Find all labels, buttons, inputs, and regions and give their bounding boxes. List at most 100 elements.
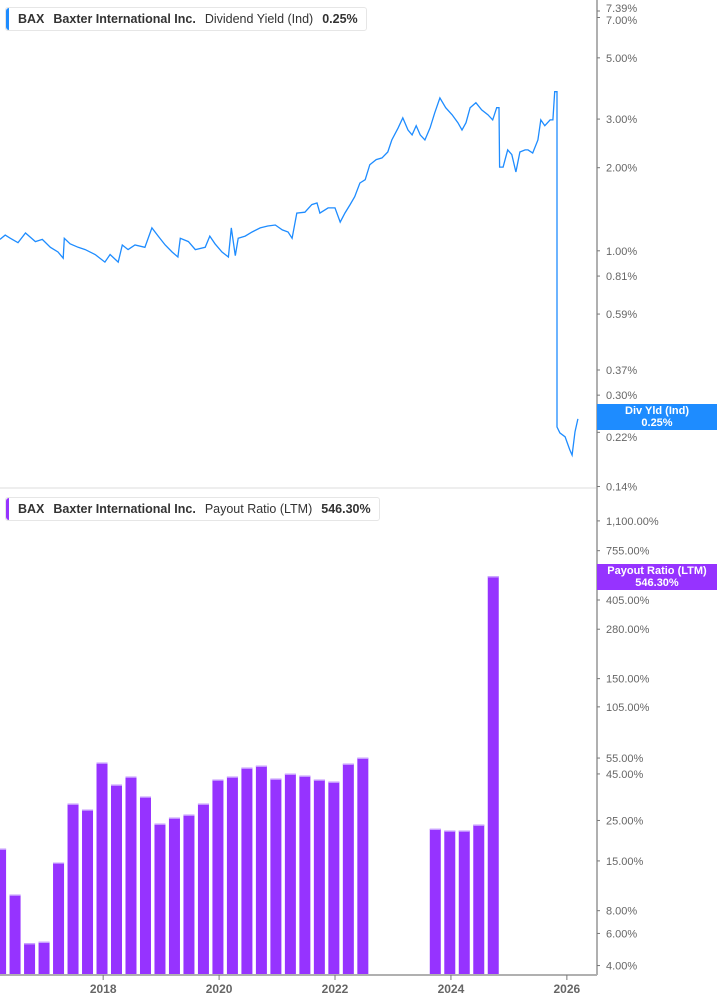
payout-bar-cap [328,781,340,783]
payout-bar [487,576,499,975]
payout-bar-cap [313,779,325,781]
y-tick-label: 6.00% [606,928,637,940]
legend-ticker: BAX [18,502,45,516]
y-tick-label: 2.00% [606,163,637,175]
y-tick-label: 45.00% [606,769,644,781]
legend-value: 0.25% [322,12,358,26]
payout-bar [96,762,108,975]
payout-bar [429,828,441,975]
y-tick-label: 0.59% [606,309,637,321]
dividend-yield-legend: BAX Baxter International Inc. Dividend Y… [5,7,367,31]
payout-bar-cap [357,757,369,759]
payout-bar-cap [82,809,94,811]
y-tick-label: 5.00% [606,53,637,65]
legend-color-bar [6,498,9,520]
legend-metric: Payout Ratio (LTM) [204,502,313,516]
payout-bar-cap [67,803,79,805]
payout-bar-cap [255,765,267,767]
payout-bar-cap [38,941,50,943]
payout-bar [473,824,485,975]
legend-value: 546.30% [321,502,371,516]
x-tick-label: 2018 [90,982,117,996]
y-tick-label: 7.39% [606,3,637,15]
payout-bar [342,763,354,975]
y-tick-label: 150.00% [606,674,650,686]
payout-bar [299,775,311,975]
payout-ratio-legend: BAX Baxter International Inc. Payout Rat… [5,497,380,521]
tag-value: 0.25% [641,417,673,429]
y-tick-label: 0.14% [606,482,637,494]
payout-bar [357,757,369,975]
payout-bar-cap [0,848,7,850]
payout-bar-cap [139,796,151,798]
dividend-yield-line [0,91,579,458]
payout-bar [313,779,325,975]
dividend-yield-current-tag: Div Yld (Ind) 0.25% [597,404,717,430]
payout-bar [226,776,238,975]
payout-bar [0,848,7,975]
tag-label: Div Yld (Ind) [625,405,689,417]
y-tick-label: 25.00% [606,815,644,827]
payout-ratio-current-tag: Payout Ratio (LTM) 546.30% [597,564,717,590]
payout-bar-cap [299,775,311,777]
payout-bar [183,814,195,975]
payout-bar [53,862,65,975]
payout-bar-cap [111,784,123,786]
payout-bar-cap [96,762,108,764]
y-tick-label: 0.37% [606,365,637,377]
payout-bar [197,803,209,975]
payout-bar [154,823,166,975]
payout-bar [255,765,267,975]
legend-company: Baxter International Inc. [53,12,196,26]
payout-bar-cap [241,767,253,769]
y-tick-label: 15.00% [606,856,644,868]
x-tick-label: 2024 [438,982,465,996]
y-tick-label: 105.00% [606,702,650,714]
payout-bar [458,830,470,975]
payout-bar-cap [154,823,166,825]
payout-bar [67,803,79,975]
y-tick-label: 3.00% [606,114,637,126]
y-tick-label: 55.00% [606,753,644,765]
payout-bar [444,830,456,975]
y-tick-label: 7.00% [606,15,637,27]
y-tick-label: 280.00% [606,624,650,636]
payout-bar-cap [212,779,224,781]
y-tick-label: 0.30% [606,390,637,402]
payout-bar-cap [487,576,499,578]
legend-company: Baxter International Inc. [53,502,196,516]
payout-bar-cap [24,943,36,945]
payout-bar-cap [9,894,21,896]
payout-bar-cap [168,817,180,819]
payout-bar [328,781,340,975]
payout-bar-cap [284,773,296,775]
payout-bar [212,779,224,975]
payout-bar [168,817,180,975]
legend-color-bar [6,8,9,30]
legend-ticker: BAX [18,12,45,26]
y-tick-label: 1.00% [606,246,637,258]
y-tick-label: 4.00% [606,961,637,973]
x-tick-label: 2020 [206,982,233,996]
payout-bar-cap [53,862,65,864]
payout-bar [139,796,151,975]
payout-bar [125,776,137,975]
y-tick-label: 1,100.00% [606,516,659,528]
y-tick-label: 0.81% [606,271,637,283]
payout-bar-cap [125,776,137,778]
payout-bar [111,784,123,975]
y-tick-label: 0.22% [606,432,637,444]
x-tick-label: 2022 [322,982,349,996]
payout-bar-cap [183,814,195,816]
payout-bar-cap [444,830,456,832]
y-tick-label: 8.00% [606,906,637,918]
payout-bar [9,894,21,975]
x-tick-label: 2026 [554,982,581,996]
payout-bar [241,767,253,975]
tag-label: Payout Ratio (LTM) [607,565,707,577]
tag-value: 546.30% [635,577,679,589]
payout-bar-cap [342,763,354,765]
payout-bar-cap [429,828,441,831]
payout-bar [82,809,94,975]
